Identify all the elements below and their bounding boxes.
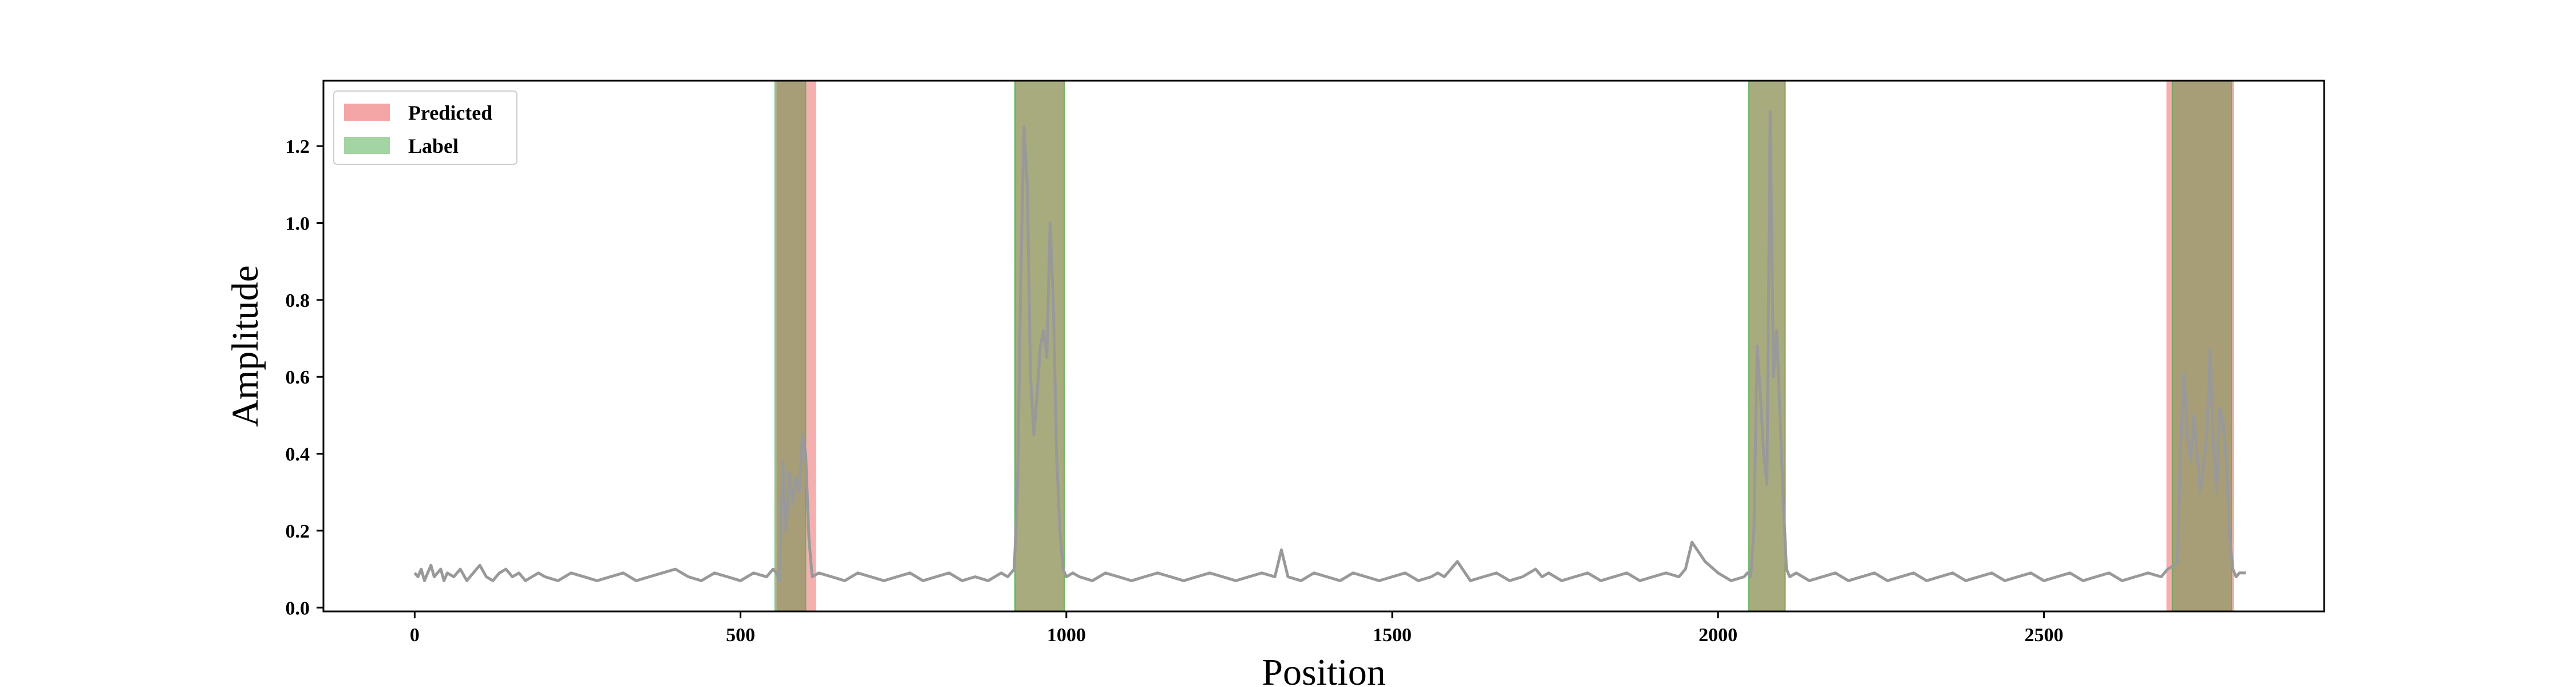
series-layer bbox=[413, 110, 2246, 582]
highlight-regions bbox=[774, 80, 2234, 612]
x-axis: 0 500 1000 1500 2000 2500 bbox=[410, 611, 2063, 646]
legend-swatch-label bbox=[344, 137, 390, 154]
x-tick-label-3: 1500 bbox=[1373, 625, 1412, 646]
y-tick-label-5: 1.0 bbox=[286, 214, 310, 235]
y-tick-label-1: 0.2 bbox=[286, 521, 310, 542]
legend-label-predicted: Predicted bbox=[408, 101, 492, 124]
legend: Predicted Label bbox=[333, 90, 517, 165]
x-tick-label-5: 2500 bbox=[2024, 625, 2063, 646]
legend-label-label: Label bbox=[408, 135, 459, 157]
x-tick-label-0: 0 bbox=[410, 625, 420, 646]
legend-swatch-predicted bbox=[344, 104, 390, 121]
y-axis-title: Amplitude bbox=[224, 265, 266, 427]
y-tick-label-3: 0.6 bbox=[286, 367, 310, 388]
series-line-0 bbox=[413, 110, 2246, 582]
y-axis: 0.0 0.2 0.4 0.6 0.8 1.0 1.2 bbox=[286, 136, 323, 619]
x-tick-label-4: 2000 bbox=[1698, 625, 1737, 646]
y-tick-label-0: 0.0 bbox=[286, 598, 310, 619]
y-tick-label-2: 0.4 bbox=[286, 444, 310, 465]
overlap-region-3-1 bbox=[2172, 81, 2232, 611]
x-tick-label-2: 1000 bbox=[1047, 625, 1086, 646]
x-tick-label-1: 500 bbox=[726, 625, 755, 646]
y-tick-label-4: 0.8 bbox=[286, 290, 310, 311]
x-axis-title: Position bbox=[1262, 652, 1385, 687]
y-tick-label-6: 1.2 bbox=[286, 136, 310, 157]
plot-frame bbox=[322, 80, 2325, 613]
